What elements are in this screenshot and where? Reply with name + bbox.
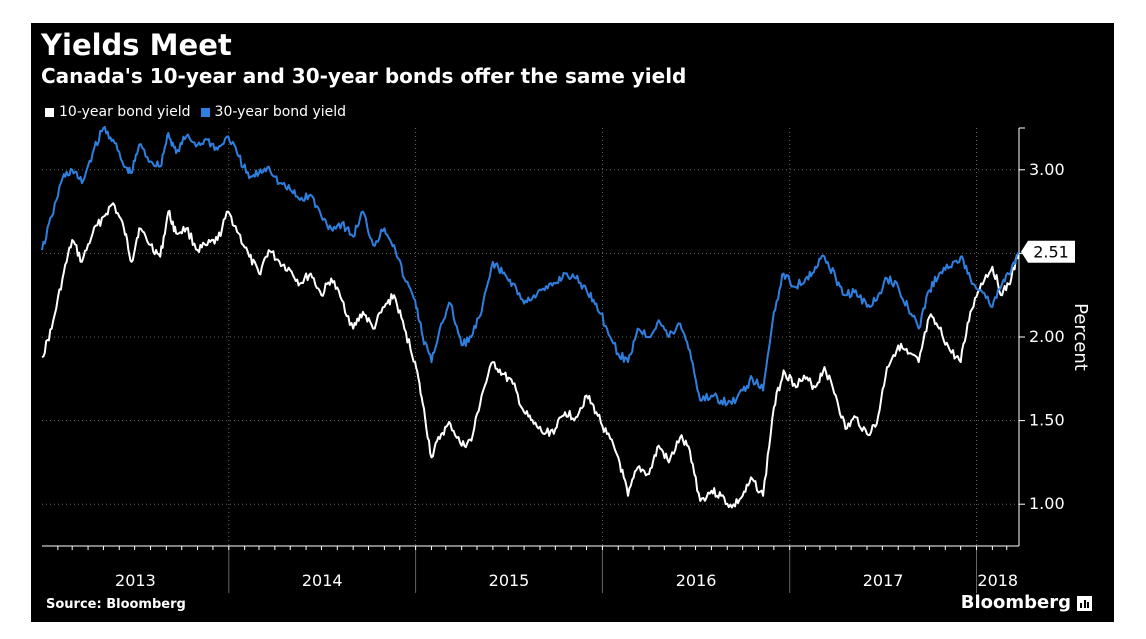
legend: 10-year bond yield 30-year bond yield bbox=[45, 103, 356, 121]
chart-subtitle: Canada's 10-year and 30-year bonds offer… bbox=[41, 64, 687, 88]
bar-chart-icon bbox=[1077, 595, 1092, 611]
x-tick-label: 2016 bbox=[676, 571, 717, 590]
legend-label-10-year: 10-year bond yield bbox=[59, 104, 191, 120]
chart-frame: Yields Meet Canada's 10-year and 30-year… bbox=[31, 23, 1114, 622]
x-tick-label: 2014 bbox=[302, 571, 343, 590]
legend-item-30-year: 30-year bond yield bbox=[200, 103, 347, 121]
y-tick-label: 3.00 bbox=[1029, 160, 1065, 179]
x-tick-label: 2013 bbox=[115, 571, 156, 590]
y-axis-label: Percent bbox=[1070, 303, 1091, 371]
y-tick-label: 1.00 bbox=[1029, 494, 1065, 513]
brand-name: Bloomberg bbox=[960, 592, 1071, 613]
legend-label-30-year: 30-year bond yield bbox=[214, 104, 347, 120]
legend-swatch-30-year bbox=[200, 107, 210, 117]
legend-item-10-year: 10-year bond yield bbox=[45, 103, 191, 121]
series-line-10-year bbox=[41, 202, 1020, 509]
legend-swatch-10-year bbox=[45, 107, 54, 117]
last-value-box bbox=[1028, 240, 1075, 263]
line-chart: 1.00 1.50 2.00 3.00 2013 2014 2015 2016 2017 2018… bbox=[41, 125, 1091, 593]
chart-title: Yields Meet bbox=[41, 28, 232, 62]
y-tick-label: 2.00 bbox=[1029, 327, 1065, 346]
series-line-30-year bbox=[41, 125, 1020, 407]
last-value-pointer bbox=[1021, 240, 1028, 263]
source-note: Source: Bloomberg bbox=[46, 597, 186, 612]
x-tick-label: 2015 bbox=[489, 571, 530, 590]
y-tick-label: 1.50 bbox=[1029, 411, 1065, 430]
x-tick-label: 2017 bbox=[863, 571, 904, 590]
last-value-label: 2.51 bbox=[1033, 243, 1069, 262]
brand-logo: Bloomberg bbox=[961, 592, 1092, 614]
x-tick-label: 2018 bbox=[977, 571, 1018, 590]
